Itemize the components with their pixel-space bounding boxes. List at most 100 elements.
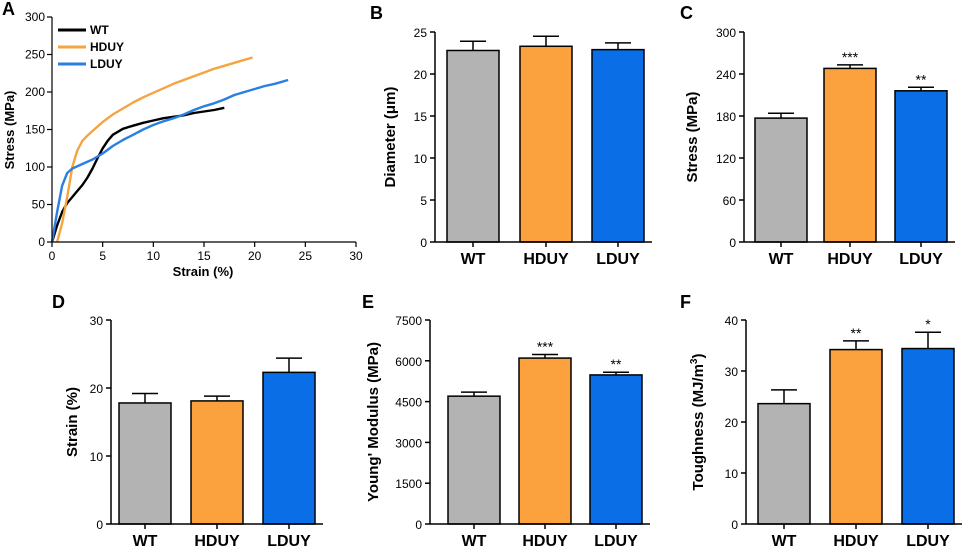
y-tick-label: 300	[25, 10, 45, 24]
legend-label-lduy: LDUY	[90, 57, 123, 71]
series-line-hduy	[55, 56, 253, 243]
legend-label-wt: WT	[90, 23, 109, 37]
panel-f-plot-area: 0 10 20 30 40 WT HDUY ** LDUY *	[725, 314, 962, 550]
bar-hduy	[829, 348, 883, 525]
panel-letter-b: B	[370, 3, 383, 23]
x-tick-label: 25	[299, 249, 313, 263]
y-tick-label: 60	[723, 194, 737, 208]
panel-b-y-label: Diameter (μm)	[382, 87, 399, 188]
y-tick-label: 0	[729, 236, 736, 250]
bar-lduy	[262, 371, 316, 525]
y-tick-label: 1500	[395, 477, 422, 491]
panel-f-toughness-chart: F Toughness (MJ/m3) 0 10 20 30 40 WT HDUY ** LDU…	[680, 292, 962, 550]
panel-c-y-label: Stress (MPa)	[684, 92, 701, 183]
y-tick-label: 50	[32, 198, 46, 212]
y-tick-label: 250	[25, 48, 45, 62]
category-label: WT	[772, 533, 797, 550]
category-label: HDUY	[827, 251, 873, 268]
category-label: WT	[133, 533, 158, 550]
category-label: WT	[462, 533, 487, 550]
panel-b-diameter-chart: B Diameter (μm) 0 5 10 15 20 25 WT HDUY LDUY	[370, 3, 652, 268]
significance-marker: ***	[537, 339, 554, 355]
y-tick-label: 10	[414, 152, 428, 166]
bar-wt	[754, 117, 808, 243]
panel-letter-e: E	[362, 292, 374, 312]
category-label: HDUY	[833, 533, 879, 550]
significance-marker: **	[916, 71, 927, 87]
series-line-wt	[50, 106, 225, 243]
panel-a-legend: WT HDUY LDUY	[58, 23, 124, 71]
y-tick-label: 0	[96, 518, 103, 532]
y-tick-label: 0	[415, 518, 422, 532]
x-tick-label: 10	[147, 249, 161, 263]
y-tick-label: 40	[725, 314, 739, 328]
y-tick-label: 240	[716, 68, 736, 82]
y-tick-label: 300	[716, 26, 736, 40]
bar-hduy	[190, 400, 244, 525]
y-tick-label: 20	[414, 68, 428, 82]
significance-marker: *	[925, 316, 931, 332]
y-tick-label: 4500	[395, 396, 422, 410]
significance-marker: ***	[842, 49, 859, 65]
panel-a-y-ticks: 0 50 100 150 200 250 300	[25, 10, 52, 249]
panel-a-series-lines	[50, 56, 289, 243]
bar-wt	[447, 395, 501, 525]
y-tick-label: 7500	[395, 314, 422, 328]
bar-lduy	[901, 347, 955, 525]
x-tick-label: 15	[197, 249, 211, 263]
y-tick-label: 3000	[395, 436, 422, 450]
bar-hduy	[518, 357, 572, 525]
bar-wt	[118, 402, 172, 525]
category-label: LDUY	[906, 533, 950, 550]
bar-hduy	[519, 45, 573, 243]
y-tick-label: 30	[725, 365, 739, 379]
y-tick-label: 120	[716, 152, 736, 166]
panel-letter-c: C	[680, 3, 693, 23]
category-label: HDUY	[194, 533, 240, 550]
x-tick-label: 5	[99, 249, 106, 263]
bar-lduy	[591, 48, 645, 243]
category-label: WT	[461, 251, 486, 268]
category-label: HDUY	[522, 533, 568, 550]
panel-a-y-label: Stress (MPa)	[2, 91, 17, 170]
bar-hduy	[823, 67, 877, 243]
bar-wt	[757, 402, 811, 525]
y-tick-label: 10	[90, 450, 104, 464]
y-tick-label: 0	[38, 235, 45, 249]
panel-letter-f: F	[680, 292, 691, 312]
y-tick-label: 0	[731, 518, 738, 532]
x-tick-label: 20	[248, 249, 262, 263]
y-tick-label: 20	[90, 382, 104, 396]
series-line-lduy	[50, 78, 289, 243]
panel-a-x-ticks: 0 5 10 15 20 25 30	[49, 242, 363, 263]
panel-d-plot-area: 0 10 20 30 WT HDUY LDUY	[90, 314, 323, 550]
panel-c-stress-chart: C Stress (MPa) 0 60 120 180 240 300 WT HDUY *** L…	[680, 3, 955, 268]
y-tick-label: 100	[25, 160, 45, 174]
y-tick-label: 20	[725, 416, 739, 430]
legend-label-hduy: HDUY	[90, 40, 124, 54]
panel-c-plot-area: 0 60 120 180 240 300 WT HDUY *** LDUY **	[716, 26, 955, 268]
x-tick-label: 30	[349, 249, 363, 263]
panel-e-y-label: Young' Modulus (MPa)	[365, 342, 382, 502]
category-label: LDUY	[596, 251, 640, 268]
y-tick-label: 25	[414, 26, 428, 40]
panel-b-plot-area: 0 5 10 15 20 25 WT HDUY LDUY	[414, 26, 652, 268]
panel-f-y-label: Toughness (MJ/m3)	[689, 354, 707, 491]
panel-e-plot-area: 0 1500 3000 4500 6000 7500 WT HDUY *** LDUY **	[395, 314, 650, 550]
y-tick-label: 6000	[395, 355, 422, 369]
panel-letter-d: D	[52, 292, 65, 312]
y-tick-label: 15	[414, 110, 428, 124]
y-tick-label: 10	[725, 467, 739, 481]
panel-letter-a: A	[2, 0, 15, 19]
significance-marker: **	[851, 325, 862, 341]
category-label: LDUY	[267, 533, 311, 550]
panel-a-x-label: Strain (%)	[173, 264, 234, 279]
category-label: LDUY	[899, 251, 943, 268]
category-label: LDUY	[594, 533, 638, 550]
panel-a-stress-strain-chart: A 0 50 100 150 200 250 300 0 5 10 15 20 25 30 Strain…	[2, 0, 363, 279]
bar-lduy	[589, 374, 643, 525]
bar-wt	[446, 49, 500, 243]
y-tick-label: 0	[420, 236, 427, 250]
category-label: WT	[769, 251, 794, 268]
